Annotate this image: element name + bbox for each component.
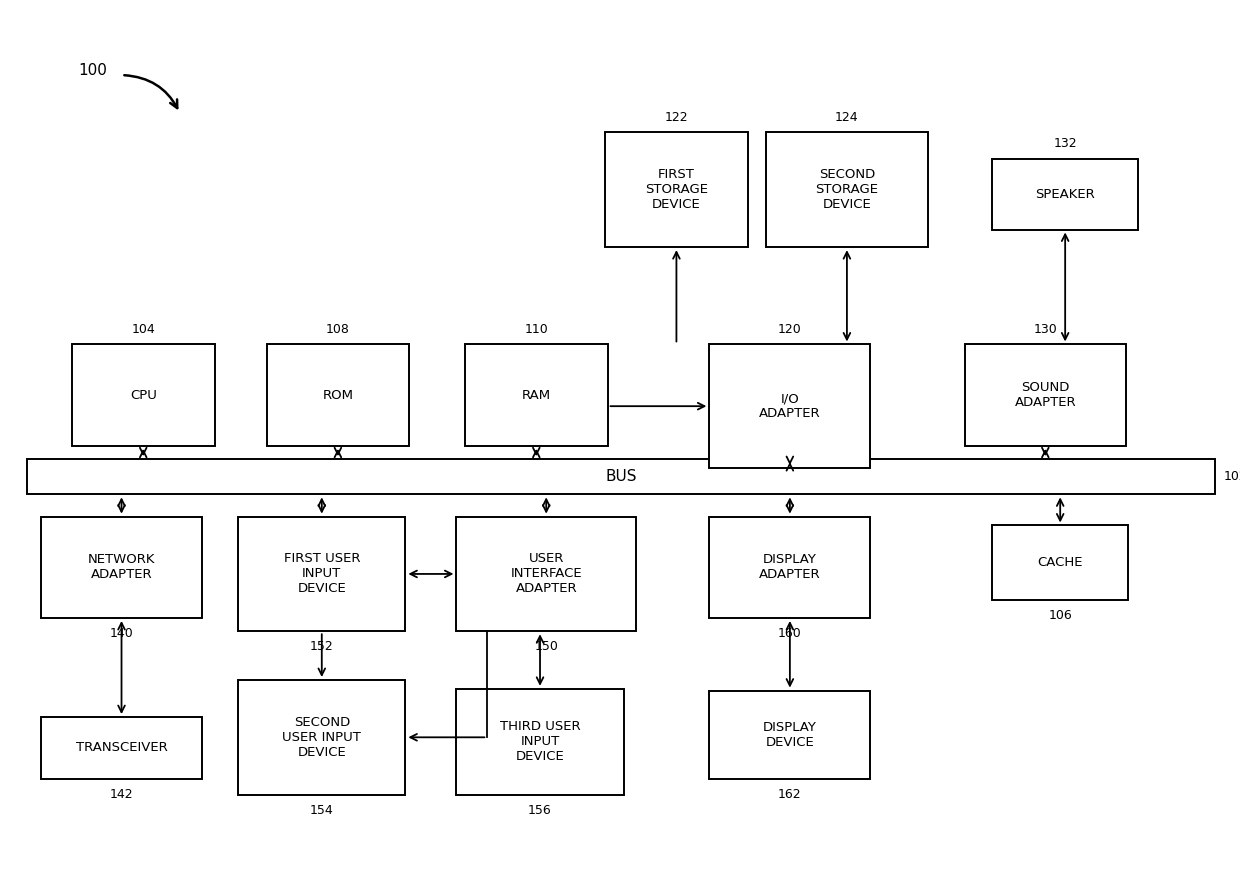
Bar	[709, 344, 870, 468]
Text: SECOND
USER INPUT
DEVICE: SECOND USER INPUT DEVICE	[283, 716, 361, 758]
Text: 154: 154	[310, 804, 334, 817]
Text: 150: 150	[534, 640, 558, 653]
Text: 106: 106	[1048, 609, 1073, 623]
Bar	[456, 689, 624, 795]
Text: 100: 100	[78, 64, 107, 78]
Bar	[766, 132, 928, 247]
Text: SECOND
STORAGE
DEVICE: SECOND STORAGE DEVICE	[816, 169, 878, 211]
Text: 120: 120	[777, 322, 802, 336]
Text: 142: 142	[109, 788, 134, 801]
Text: 152: 152	[310, 640, 334, 653]
Text: RAM: RAM	[522, 389, 551, 402]
Bar	[992, 525, 1128, 600]
Text: ROM: ROM	[322, 389, 353, 402]
Text: FIRST USER
INPUT
DEVICE: FIRST USER INPUT DEVICE	[284, 553, 360, 595]
Text: USER
INTERFACE
ADAPTER: USER INTERFACE ADAPTER	[511, 553, 582, 595]
Text: BUS: BUS	[605, 470, 637, 484]
Text: 102: 102	[1224, 471, 1240, 483]
Text: THIRD USER
INPUT
DEVICE: THIRD USER INPUT DEVICE	[500, 721, 580, 763]
Bar	[238, 680, 405, 795]
Bar	[456, 517, 636, 631]
Text: CACHE: CACHE	[1038, 556, 1083, 570]
Text: DISPLAY
DEVICE: DISPLAY DEVICE	[763, 721, 817, 749]
Text: TRANSCEIVER: TRANSCEIVER	[76, 742, 167, 754]
Bar	[41, 517, 202, 618]
Bar	[72, 344, 215, 446]
Text: NETWORK
ADAPTER: NETWORK ADAPTER	[88, 554, 155, 581]
Bar	[709, 517, 870, 618]
Bar	[267, 344, 409, 446]
Text: 160: 160	[777, 627, 802, 640]
Text: FIRST
STORAGE
DEVICE: FIRST STORAGE DEVICE	[645, 169, 708, 211]
Text: I/O
ADAPTER: I/O ADAPTER	[759, 392, 821, 420]
Text: 108: 108	[326, 322, 350, 336]
Bar	[709, 691, 870, 779]
Bar	[41, 717, 202, 779]
Bar	[992, 159, 1138, 230]
Text: 124: 124	[835, 110, 859, 124]
Text: 122: 122	[665, 110, 688, 124]
Bar	[965, 344, 1126, 446]
Text: 130: 130	[1033, 322, 1058, 336]
Bar	[605, 132, 748, 247]
Text: 156: 156	[528, 804, 552, 817]
Bar	[465, 344, 608, 446]
Text: SOUND
ADAPTER: SOUND ADAPTER	[1014, 381, 1076, 409]
Text: CPU: CPU	[130, 389, 156, 402]
Text: SPEAKER: SPEAKER	[1035, 188, 1095, 200]
Text: DISPLAY
ADAPTER: DISPLAY ADAPTER	[759, 554, 821, 581]
Text: 132: 132	[1053, 137, 1078, 150]
Text: 110: 110	[525, 322, 548, 336]
Text: 104: 104	[131, 322, 155, 336]
Text: 140: 140	[109, 627, 134, 640]
Bar	[238, 517, 405, 631]
Text: 162: 162	[777, 788, 802, 801]
Bar	[27, 459, 1215, 494]
